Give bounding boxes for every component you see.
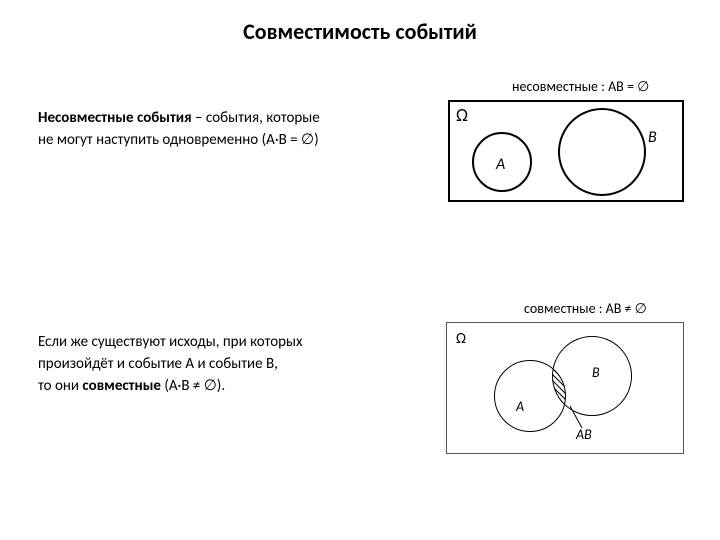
label-b-2: B (592, 364, 600, 381)
label-a-1: A (496, 155, 505, 174)
circle-b-1 (558, 108, 646, 196)
para2-line1: Если же существуют исходы, при которых (38, 333, 303, 351)
para2-line3b: (A·B ≠ ∅). (161, 377, 225, 395)
omega-label-2: Ω (456, 330, 466, 348)
para1-rest1: – события, которые (192, 109, 320, 127)
para-incompatible: Несовместные события – события, которые … (38, 108, 438, 152)
para2-line2: произойдёт и событие А и событие В, (38, 355, 278, 373)
caption-incompatible: несовместные : AB = ∅ (512, 78, 649, 95)
para-compatible: Если же существуют исходы, при которых п… (38, 332, 438, 397)
label-ab-2: AB (576, 426, 592, 443)
caption-compatible: совместные : AB ≠ ∅ (524, 300, 647, 317)
omega-label-1: Ω (456, 104, 468, 126)
para2-line3a: то они (38, 377, 82, 395)
label-b-1: B (648, 128, 657, 147)
para2-bold: совместные (82, 377, 161, 395)
label-a-2: A (516, 398, 524, 415)
para1-line2: не могут наступить одновременно (A·B = ∅… (38, 131, 319, 149)
para1-bold: Несовместные события (38, 109, 192, 127)
page-title: Совместимость событий (0, 0, 720, 45)
